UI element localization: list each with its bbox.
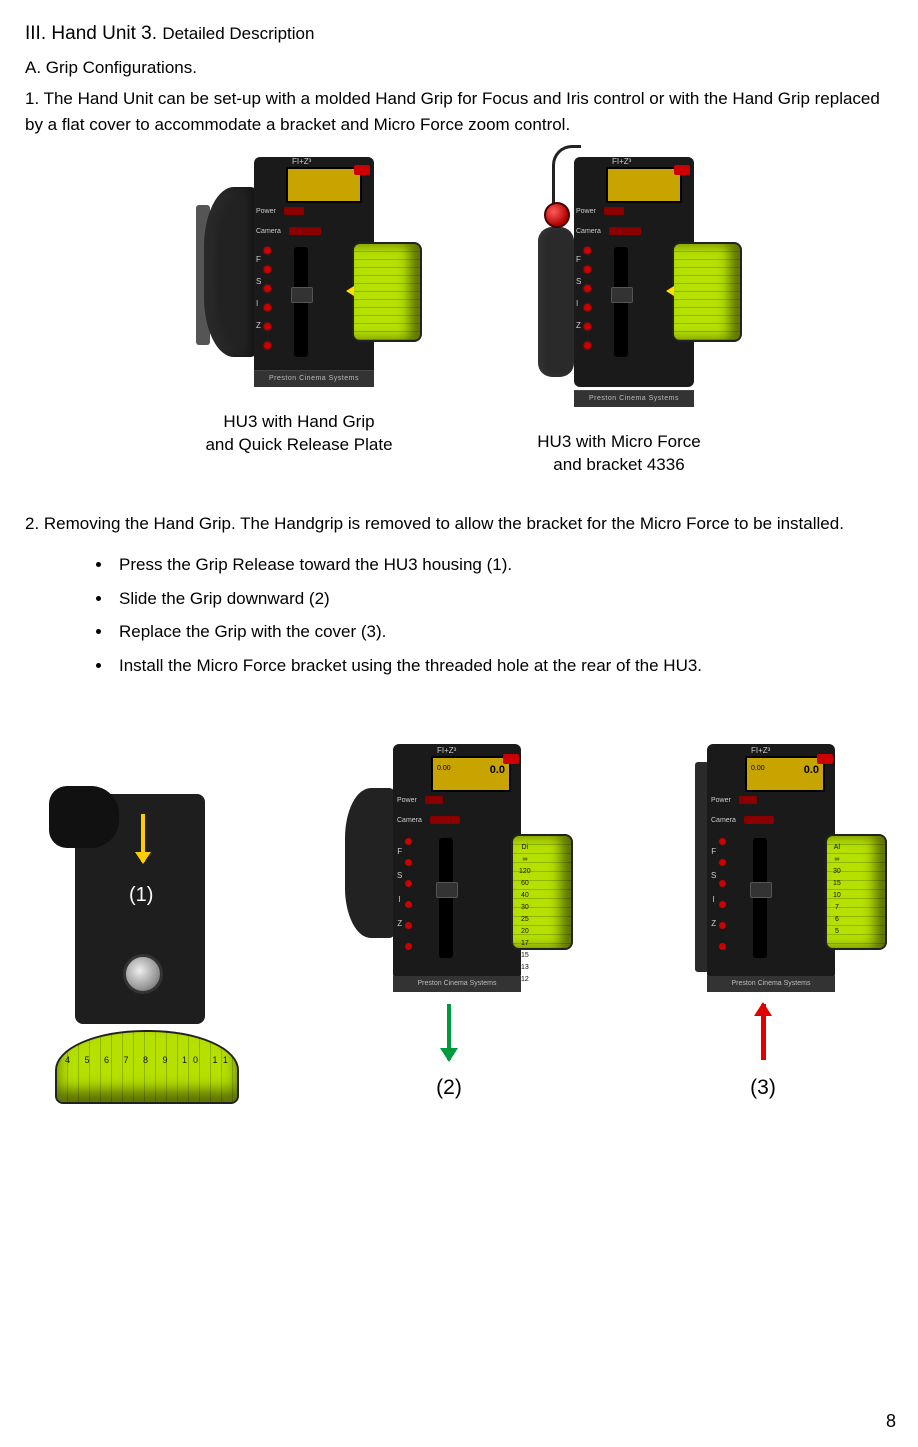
arrow-1-icon — [141, 814, 145, 862]
hu3-rear-illustration: (1) 4 5 6 7 8 9 10 11 — [45, 784, 245, 1104]
step-1: Press the Grip Release toward the HU3 ho… — [113, 552, 893, 578]
figure-1-left: Power Camera F S I Z Preston Cinema Syst… — [194, 147, 404, 477]
section-subtitle: Detailed Description — [162, 24, 314, 43]
section-heading: III. Hand Unit 3. Detailed Description — [25, 20, 893, 49]
step-2: Slide the Grip downward (2) — [113, 586, 893, 612]
figure-2-panel-3: 0.000.0 Power Camera F S I Z Al ∞ 30 15 … — [653, 738, 873, 1104]
paragraph-1: 1. The Hand Unit can be set-up with a mo… — [25, 86, 893, 137]
figure-2-panel-1: (1) 4 5 6 7 8 9 10 11 — [45, 784, 245, 1104]
hu3-slide-grip-illustration: 0.000.0 Power Camera F S I Z Di ∞ 120 60… — [339, 738, 559, 998]
paragraph-2: 2. Removing the Hand Grip. The Handgrip … — [25, 511, 893, 537]
page-number: 8 — [886, 1408, 896, 1435]
arrow-3-icon — [761, 1004, 766, 1060]
figure-row-2: (1) 4 5 6 7 8 9 10 11 0.000.0 Power Came… — [25, 738, 893, 1104]
label-1: (1) — [129, 880, 153, 910]
caption-right: HU3 with Micro Force and bracket 4336 — [537, 431, 700, 477]
steps-list: Press the Grip Release toward the HU3 ho… — [113, 552, 893, 678]
figure-row-1: Power Camera F S I Z Preston Cinema Syst… — [25, 147, 893, 477]
hu3-hand-grip-illustration: Power Camera F S I Z Preston Cinema Syst… — [194, 147, 404, 397]
section-number: III. — [25, 23, 46, 44]
caption-left: HU3 with Hand Grip and Quick Release Pla… — [205, 411, 392, 457]
label-3: (3) — [653, 1072, 873, 1104]
step-4: Install the Micro Force bracket using th… — [113, 653, 893, 679]
hu3-micro-force-illustration: Power Camera F S I Z Preston Cinema Syst… — [514, 147, 724, 417]
figure-1-right: Power Camera F S I Z Preston Cinema Syst… — [514, 147, 724, 477]
section-title: Hand Unit 3. — [51, 23, 157, 44]
step-3: Replace the Grip with the cover (3). — [113, 619, 893, 645]
figure-2-panel-2: 0.000.0 Power Camera F S I Z Di ∞ 120 60… — [339, 738, 559, 1104]
hu3-cover-illustration: 0.000.0 Power Camera F S I Z Al ∞ 30 15 … — [653, 738, 873, 998]
label-2: (2) — [339, 1072, 559, 1104]
subsection-a: A. Grip Configurations. — [25, 55, 893, 81]
arrow-2-icon — [447, 1004, 451, 1060]
